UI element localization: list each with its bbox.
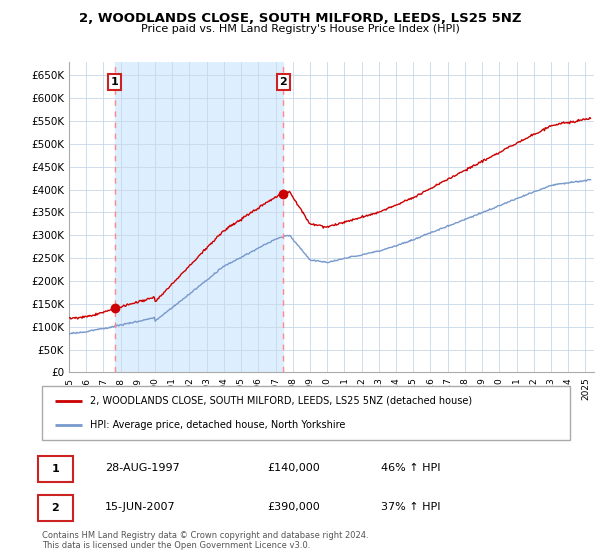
FancyBboxPatch shape [38,495,73,521]
FancyBboxPatch shape [38,456,73,482]
Text: 46% ↑ HPI: 46% ↑ HPI [381,463,440,473]
Text: Price paid vs. HM Land Registry's House Price Index (HPI): Price paid vs. HM Land Registry's House … [140,24,460,34]
Text: 1: 1 [52,464,59,474]
Text: £390,000: £390,000 [267,502,320,512]
FancyBboxPatch shape [42,386,570,440]
Text: 2, WOODLANDS CLOSE, SOUTH MILFORD, LEEDS, LS25 5NZ: 2, WOODLANDS CLOSE, SOUTH MILFORD, LEEDS… [79,12,521,25]
Text: 37% ↑ HPI: 37% ↑ HPI [381,502,440,512]
Text: 28-AUG-1997: 28-AUG-1997 [105,463,180,473]
Text: £140,000: £140,000 [267,463,320,473]
Text: 2: 2 [52,503,59,513]
Bar [115,62,283,372]
Text: 1: 1 [111,77,118,87]
Text: HPI: Average price, detached house, North Yorkshire: HPI: Average price, detached house, Nort… [89,420,345,430]
Text: 15-JUN-2007: 15-JUN-2007 [105,502,176,512]
Text: Contains HM Land Registry data © Crown copyright and database right 2024.
This d: Contains HM Land Registry data © Crown c… [42,530,368,550]
Text: 2, WOODLANDS CLOSE, SOUTH MILFORD, LEEDS, LS25 5NZ (detached house): 2, WOODLANDS CLOSE, SOUTH MILFORD, LEEDS… [89,396,472,406]
Text: 2: 2 [280,77,287,87]
